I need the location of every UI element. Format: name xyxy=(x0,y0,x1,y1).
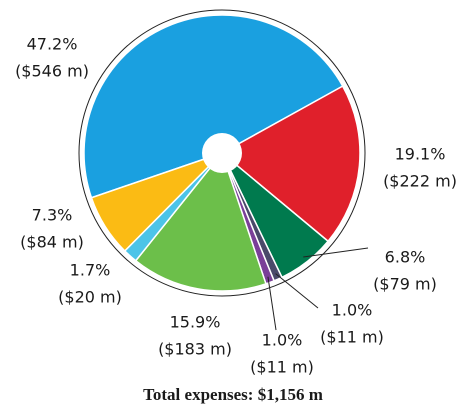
pie-hole xyxy=(202,133,242,173)
pie-slice xyxy=(83,14,344,199)
percent-label: 1.0% xyxy=(332,301,373,320)
pie-slice xyxy=(134,151,267,292)
amount-label: ($183 m) xyxy=(158,340,232,359)
amount-label: ($11 m) xyxy=(320,328,384,347)
percent-label: 1.7% xyxy=(70,261,111,280)
amount-label: ($546 m) xyxy=(15,62,89,81)
percent-label: 15.9% xyxy=(170,313,221,332)
leader-line xyxy=(275,273,319,309)
pie-slice xyxy=(90,152,223,252)
pie-slice xyxy=(220,85,361,243)
chart-title: Total expenses: $1,156 m xyxy=(143,385,323,404)
percent-label: 7.3% xyxy=(32,206,73,225)
percent-label: 6.8% xyxy=(385,248,426,267)
percent-label: 1.0% xyxy=(262,331,303,350)
amount-label: ($84 m) xyxy=(20,233,84,252)
amount-label: ($20 m) xyxy=(58,288,122,307)
leader-line xyxy=(267,276,277,331)
pie-outline xyxy=(78,9,366,297)
leader-line xyxy=(303,247,369,258)
amount-label: ($79 m) xyxy=(373,275,437,294)
slices xyxy=(83,14,361,292)
amount-label: ($11 m) xyxy=(250,358,314,377)
percent-label: 47.2% xyxy=(27,35,78,54)
amount-label: ($222 m) xyxy=(383,172,457,191)
percent-label: 19.1% xyxy=(395,145,446,164)
